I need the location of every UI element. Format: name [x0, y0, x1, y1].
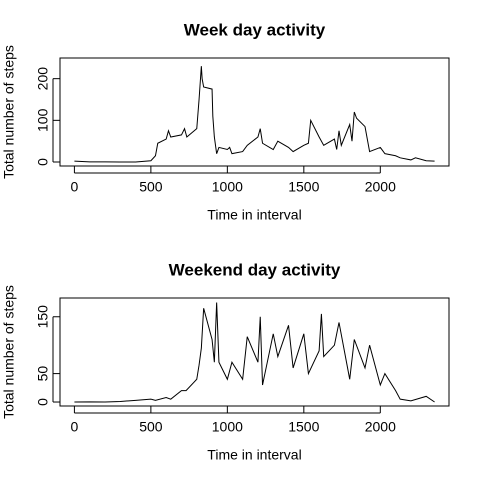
- x-tick-label: 2000: [365, 419, 396, 435]
- y-tick-label: 150: [35, 305, 51, 329]
- data-line: [74, 66, 435, 163]
- x-tick-label: 0: [71, 179, 79, 195]
- x-tick-label: 1500: [288, 419, 319, 435]
- x-tick-label: 1000: [212, 419, 243, 435]
- x-tick-label: 500: [139, 179, 163, 195]
- y-axis-label: Total number of steps: [1, 45, 17, 179]
- x-tick-label: 0: [71, 419, 79, 435]
- chart-title: Weekend day activity: [169, 260, 341, 279]
- x-tick-label: 500: [139, 419, 163, 435]
- x-axis-label: Time in interval: [207, 207, 301, 223]
- chart-title: Week day activity: [184, 20, 326, 39]
- y-tick-label: 0: [35, 398, 51, 406]
- x-tick-label: 1500: [288, 179, 319, 195]
- y-tick-label: 0: [35, 158, 51, 166]
- x-tick-label: 1000: [212, 179, 243, 195]
- y-axis-label: Total number of steps: [1, 285, 17, 419]
- plot-box: [59, 297, 450, 407]
- y-tick-label: 100: [35, 108, 51, 132]
- x-axis-label: Time in interval: [207, 447, 301, 463]
- plot-box: [59, 57, 450, 167]
- data-line: [74, 302, 435, 403]
- y-tick-label: 50: [35, 366, 51, 382]
- y-tick-label: 200: [35, 67, 51, 91]
- x-tick-label: 2000: [365, 179, 396, 195]
